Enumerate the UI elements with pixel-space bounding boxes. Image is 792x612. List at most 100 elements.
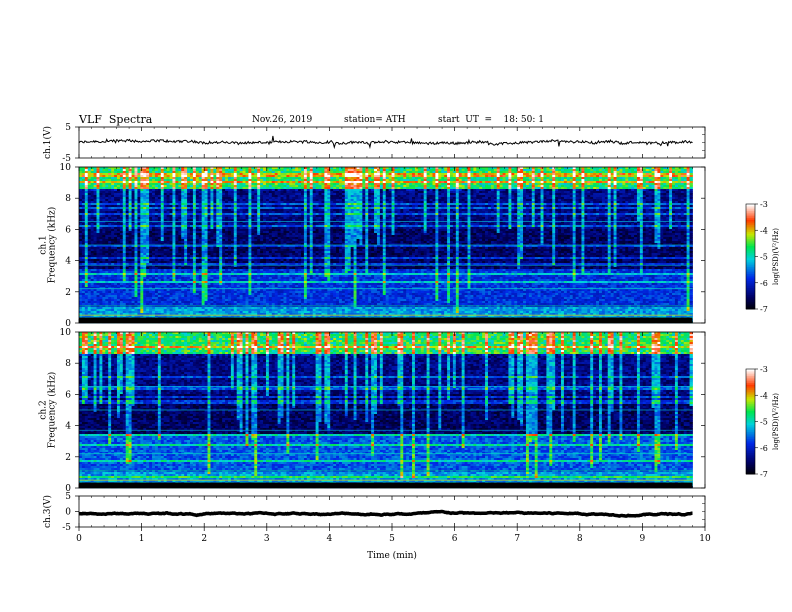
- spectrogram-cell: [119, 225, 124, 228]
- spectrogram-cell: [140, 215, 144, 218]
- spectrogram-cell: [114, 269, 118, 272]
- spectrogram-cell: [99, 211, 103, 214]
- spectrogram-cell: [154, 179, 159, 182]
- spectrogram-cell: [87, 251, 92, 254]
- spectrogram-cell: [102, 235, 106, 238]
- spectrogram-cell: [143, 271, 147, 274]
- spectrogram-cell: [105, 263, 109, 266]
- spectrogram-cell: [81, 229, 86, 232]
- spectrogram-cell: [108, 311, 112, 314]
- spectrogram-cell: [152, 275, 156, 278]
- spectrogram-cell: [102, 227, 106, 230]
- spectrogram-cell: [90, 187, 95, 190]
- spectrogram-cell: [152, 205, 156, 208]
- spectrogram-cell: [79, 307, 83, 310]
- spectrogram-cell: [105, 171, 109, 174]
- spectrogram-cell: [143, 201, 147, 204]
- spectrogram-cell: [108, 263, 112, 266]
- spectrogram-cell: [125, 241, 130, 244]
- spectrogram-cell: [149, 271, 153, 274]
- spectrogram-cell: [146, 217, 150, 220]
- spectrogram-cell: [79, 179, 83, 182]
- spectrogram-cell: [79, 209, 83, 212]
- spectrogram-cell: [111, 283, 115, 286]
- spectrogram-cell: [87, 169, 92, 172]
- spectrogram-cell: [87, 199, 92, 202]
- spectrogram-cell: [122, 245, 127, 248]
- spectrogram-cell: [111, 199, 115, 202]
- spectrogram-cell: [108, 299, 112, 302]
- spectrogram-cell: [81, 281, 86, 284]
- spectrogram-cell: [116, 235, 121, 238]
- spectrogram-cell: [137, 263, 141, 266]
- spectrogram-cell: [116, 295, 121, 298]
- spectrogram-cell: [146, 215, 150, 218]
- spectrogram-cell: [87, 281, 92, 284]
- spectrogram-cell: [131, 295, 135, 298]
- spectrogram-cell: [143, 169, 147, 172]
- spectrogram-cell: [84, 189, 89, 192]
- spectrogram-cell: [90, 309, 95, 312]
- spectrogram-cell: [99, 207, 103, 210]
- spectrogram-cell: [102, 287, 106, 290]
- spectrogram-cell: [119, 195, 124, 198]
- spectrogram-cell: [81, 277, 86, 280]
- spectrogram-cell: [90, 211, 95, 214]
- spectrogram-cell: [119, 267, 124, 270]
- spectrogram-cell: [134, 251, 138, 254]
- spectrogram-cell: [134, 179, 138, 182]
- spectrogram-cell: [81, 293, 86, 296]
- spectrogram-cell: [134, 173, 138, 176]
- spectrogram-cell: [154, 187, 159, 190]
- spectrogram-cell: [125, 249, 130, 252]
- spectrogram-cell: [79, 205, 83, 208]
- spectrogram-cell: [146, 179, 150, 182]
- spectrogram-cell: [108, 277, 112, 280]
- spectrogram-cell: [99, 233, 103, 236]
- spectrogram-cell: [79, 213, 83, 216]
- spectrogram-cell: [116, 223, 121, 226]
- spectrogram-cell: [149, 295, 153, 298]
- spectrogram-cell: [81, 189, 86, 192]
- spectrogram-cell: [90, 169, 95, 172]
- spectrogram-cell: [79, 283, 83, 286]
- spectrogram-cell: [93, 285, 97, 288]
- spectrogram-cell: [119, 275, 124, 278]
- spectrogram-cell: [154, 229, 159, 232]
- spectrogram-cell: [79, 301, 83, 304]
- spectrogram-cell: [143, 233, 147, 236]
- spectrogram-cell: [146, 191, 150, 194]
- spectrogram-cell: [146, 183, 150, 186]
- spectrogram-cell: [146, 275, 150, 278]
- spectrogram-cell: [125, 251, 130, 254]
- spectrogram-cell: [84, 227, 89, 230]
- spectrogram-cell: [108, 241, 112, 244]
- spectrogram-cell: [134, 289, 138, 292]
- spectrogram-cell: [116, 205, 121, 208]
- spectrogram-cell: [84, 293, 89, 296]
- spectrogram-cell: [102, 225, 106, 228]
- spectrogram-cell: [93, 259, 97, 262]
- spectrogram-cell: [111, 241, 115, 244]
- spectrogram-cell: [96, 169, 100, 172]
- spectrogram-cell: [87, 177, 92, 180]
- spectrogram-cell: [108, 187, 112, 190]
- spectrogram-cell: [90, 251, 95, 254]
- spectrogram-cell: [87, 207, 92, 210]
- spectrogram-cell: [105, 175, 109, 178]
- spectrogram-cell: [99, 299, 103, 302]
- spectrogram-cell: [137, 237, 141, 240]
- spectrogram-cell: [93, 307, 97, 310]
- spectrogram-cell: [90, 265, 95, 268]
- spectrogram-cell: [152, 299, 156, 302]
- spectrogram-cell: [102, 315, 106, 318]
- spectrogram-cell: [102, 289, 106, 292]
- spectrogram-cell: [102, 237, 106, 240]
- spectrogram-cell: [84, 241, 89, 244]
- spectrogram-cell: [90, 227, 95, 230]
- spectrogram-cell: [114, 219, 118, 222]
- spectrogram-cell: [114, 273, 118, 276]
- spectrogram-cell: [143, 213, 147, 216]
- spectrogram-cell: [99, 277, 103, 280]
- spectrogram-cell: [111, 245, 115, 248]
